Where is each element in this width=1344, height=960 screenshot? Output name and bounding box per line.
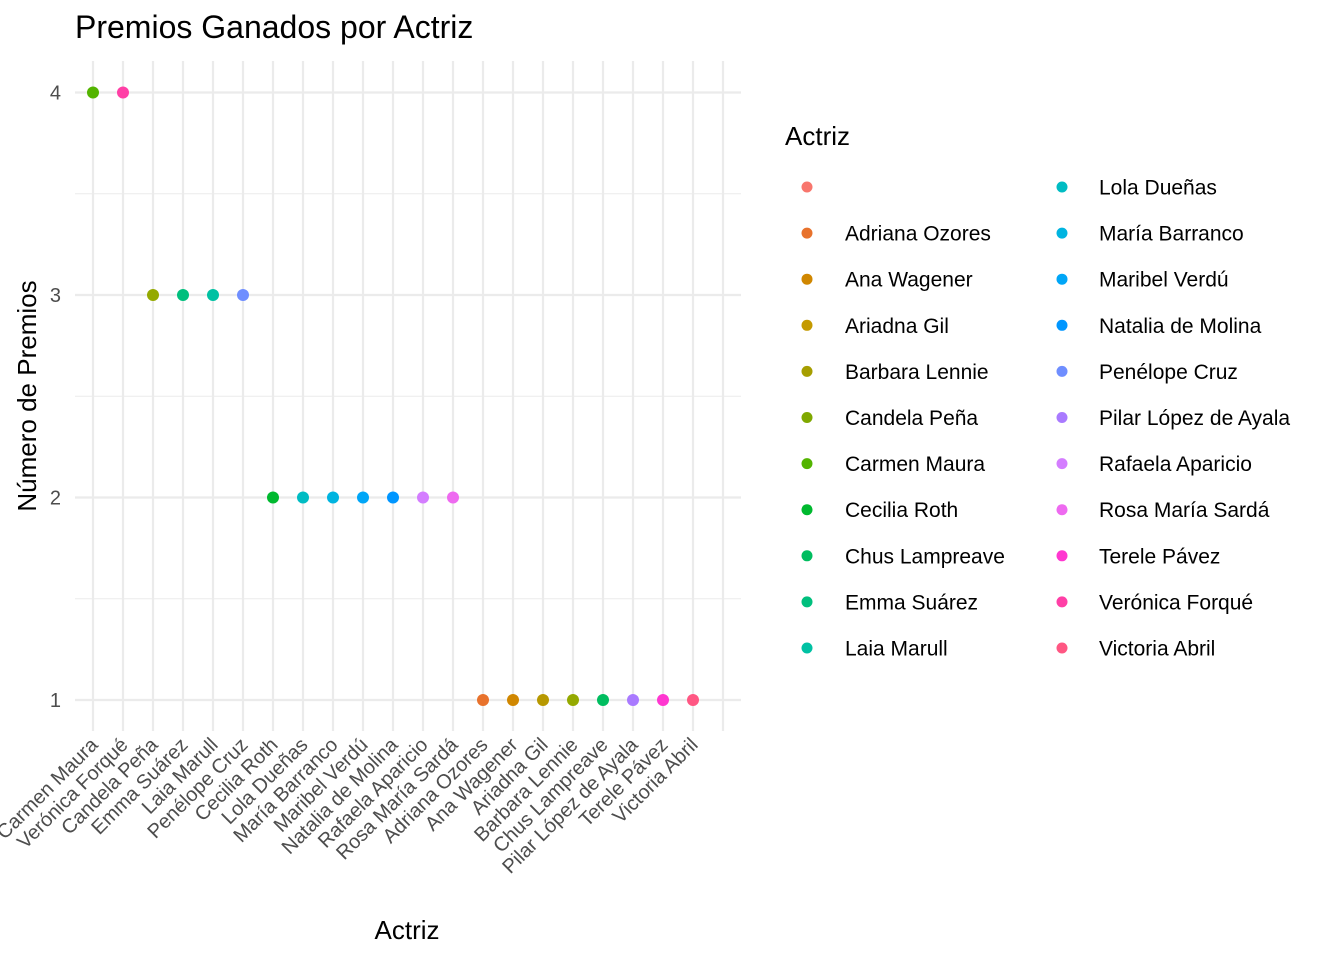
data-point [627, 694, 639, 706]
legend-label: Victoria Abril [1099, 638, 1215, 661]
legend-label: Terele Pávez [1099, 545, 1220, 568]
legend-key [801, 458, 813, 470]
data-point [267, 491, 279, 504]
data-point [447, 491, 459, 504]
legend-label: Natalia de Molina [1099, 315, 1262, 338]
legend-key [1056, 181, 1068, 193]
legend-label: Penélope Cruz [1099, 361, 1238, 384]
legend-key [1056, 596, 1068, 608]
y-tick-label: 1 [50, 690, 61, 712]
legend-key [1056, 504, 1068, 516]
data-point [327, 491, 339, 504]
legend-label: Maribel Verdú [1099, 269, 1229, 292]
legend-label: Adriana Ozores [845, 223, 991, 246]
legend-label: Candela Peña [845, 407, 978, 430]
legend-key [801, 412, 813, 423]
data-point [417, 491, 429, 504]
data-point [117, 86, 129, 99]
data-point [177, 289, 189, 301]
legend-key [1056, 550, 1068, 562]
legend-label: Rafaela Aparicio [1099, 453, 1252, 476]
data-point [87, 86, 99, 99]
legend-key [1056, 273, 1068, 285]
data-point [687, 694, 699, 706]
legend-label: Rosa María Sardá [1099, 499, 1270, 522]
legend-key [801, 273, 813, 285]
data-point [297, 491, 309, 504]
legend: Actriz Adriana Ozores Ana Wagener Ariadna … [785, 121, 1290, 661]
legend-label: Ana Wagener [845, 269, 973, 292]
legend-key [1056, 412, 1068, 423]
legend-key [801, 504, 813, 516]
legend-label: Verónica Forqué [1099, 591, 1253, 614]
legend-key [801, 596, 813, 608]
data-point [537, 694, 549, 706]
data-points [87, 86, 699, 706]
y-tick-label: 3 [50, 285, 61, 307]
data-point [477, 694, 489, 706]
legend-key [1056, 227, 1068, 239]
legend-key [801, 319, 813, 331]
legend-label: Lola Dueñas [1099, 177, 1217, 200]
y-tick-label: 2 [50, 488, 61, 510]
data-point [507, 694, 519, 706]
data-point [657, 694, 669, 706]
legend-key [1056, 458, 1068, 470]
chart-title: Premios Ganados por Actriz [75, 9, 473, 45]
legend-label: Emma Suárez [845, 591, 978, 614]
legend-label: Carmen Maura [845, 453, 985, 476]
legend-label: Ariadna Gil [845, 315, 949, 338]
data-point [387, 491, 399, 504]
legend-key [801, 550, 813, 562]
legend-title: Actriz [785, 121, 850, 151]
legend-label: Barbara Lennie [845, 361, 989, 384]
data-point [567, 694, 579, 706]
data-point [237, 289, 249, 301]
legend-key [801, 227, 813, 239]
legend-label: Cecilia Roth [845, 499, 958, 522]
legend-label: María Barranco [1099, 223, 1244, 246]
legend-key [801, 181, 813, 193]
legend-key [1056, 642, 1068, 654]
data-point [147, 289, 159, 301]
y-axis-ticks: 1 2 3 4 [50, 83, 61, 713]
legend-key [801, 642, 813, 654]
x-axis-title: Actriz [375, 915, 440, 945]
data-point [357, 491, 369, 504]
grid [75, 61, 741, 731]
legend-label: Pilar López de Ayala [1099, 407, 1290, 430]
legend-key [801, 365, 813, 377]
legend-key [1056, 365, 1068, 377]
y-tick-label: 4 [50, 83, 61, 105]
legend-label: Chus Lampreave [845, 545, 1005, 568]
data-point [207, 289, 219, 301]
data-point [597, 694, 609, 706]
legend-key [1056, 319, 1068, 331]
legend-label: Laia Marull [845, 638, 948, 661]
y-axis-title: Número de Premios [12, 280, 42, 511]
